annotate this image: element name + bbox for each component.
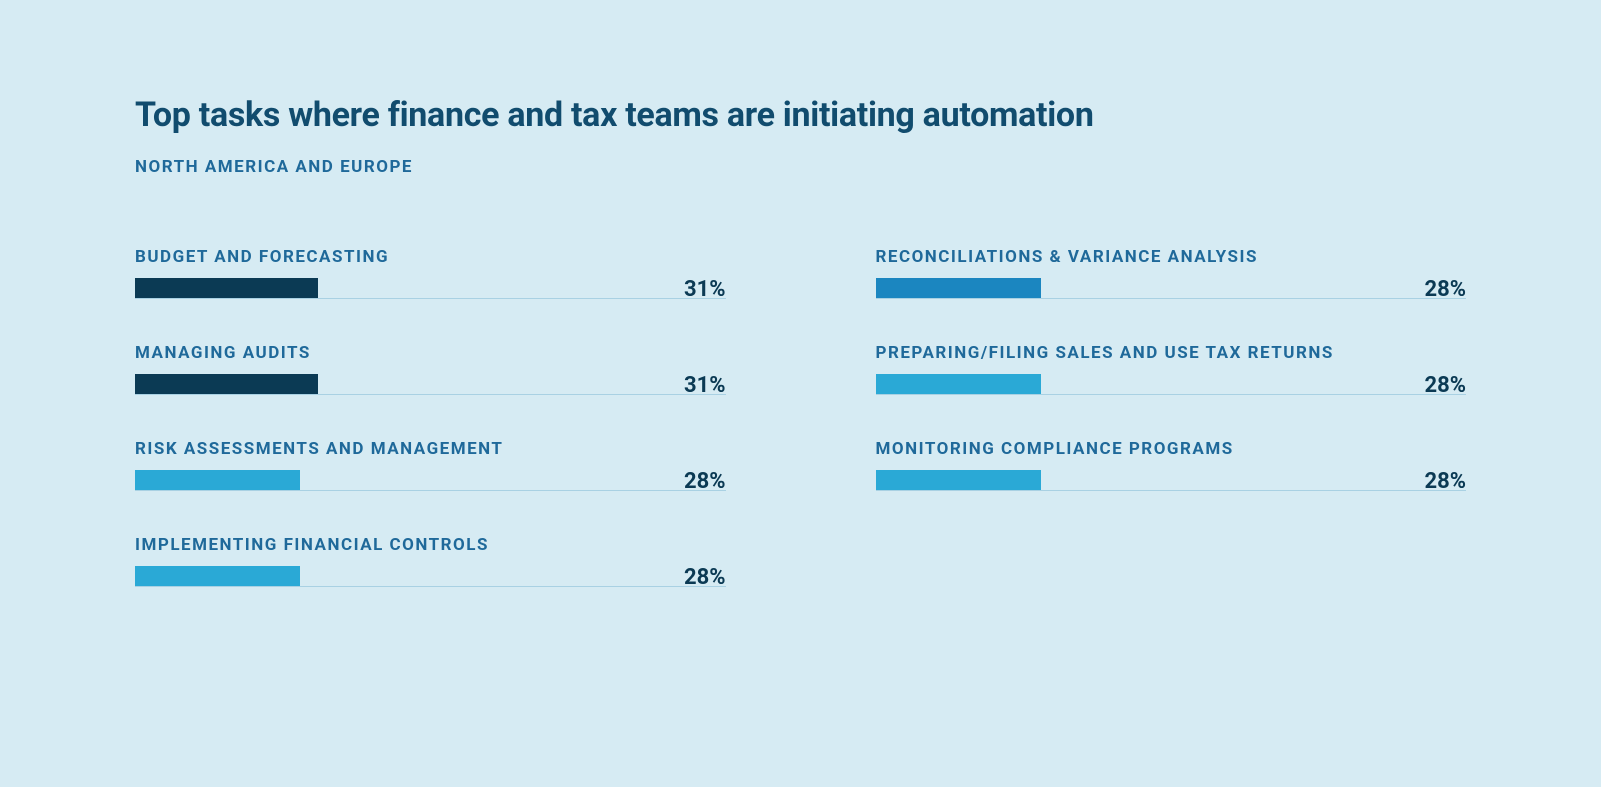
bar-item: MANAGING AUDITS 31% (135, 343, 726, 395)
bar-item: PREPARING/FILING SALES AND USE TAX RETUR… (876, 343, 1467, 395)
bar-item: RECONCILIATIONS & VARIANCE ANALYSIS 28% (876, 247, 1467, 299)
bar-fill (135, 374, 318, 394)
bar-fill (876, 374, 1041, 394)
bar-label: MANAGING AUDITS (135, 343, 726, 363)
bar-label: RISK ASSESSMENTS AND MANAGEMENT (135, 439, 726, 459)
bar-item: MONITORING COMPLIANCE PROGRAMS 28% (876, 439, 1467, 491)
bar-fill (135, 470, 300, 490)
chart-column: BUDGET AND FORECASTING31%MANAGING AUDITS… (135, 247, 726, 587)
chart-title: Top tasks where finance and tax teams ar… (135, 95, 1466, 135)
chart-page: Top tasks where finance and tax teams ar… (0, 0, 1601, 787)
bar-fill (135, 278, 318, 298)
bar-label: RECONCILIATIONS & VARIANCE ANALYSIS (876, 247, 1467, 267)
bar-row: 31% (135, 277, 726, 299)
bar-value: 31% (684, 277, 726, 302)
bar-row: 31% (135, 373, 726, 395)
bar-item: IMPLEMENTING FINANCIAL CONTROLS 28% (135, 535, 726, 587)
bar-row: 28% (876, 469, 1467, 491)
bar-value: 28% (684, 469, 726, 494)
bar-fill (135, 566, 300, 586)
bar-label: PREPARING/FILING SALES AND USE TAX RETUR… (876, 343, 1467, 363)
chart-columns: BUDGET AND FORECASTING31%MANAGING AUDITS… (135, 247, 1466, 587)
bar-value: 28% (1424, 373, 1466, 398)
bar-fill (876, 470, 1041, 490)
bar-value: 31% (684, 373, 726, 398)
bar-value: 28% (1424, 277, 1466, 302)
bar-row: 28% (876, 373, 1467, 395)
bar-label: IMPLEMENTING FINANCIAL CONTROLS (135, 535, 726, 555)
bar-row: 28% (135, 469, 726, 491)
bar-label: MONITORING COMPLIANCE PROGRAMS (876, 439, 1467, 459)
bar-value: 28% (684, 565, 726, 590)
bar-row: 28% (876, 277, 1467, 299)
bar-value: 28% (1424, 469, 1466, 494)
bar-row: 28% (135, 565, 726, 587)
bar-item: RISK ASSESSMENTS AND MANAGEMENT 28% (135, 439, 726, 491)
chart-column: RECONCILIATIONS & VARIANCE ANALYSIS 28% PR… (876, 247, 1467, 587)
chart-subtitle: NORTH AMERICA AND EUROPE (135, 157, 1466, 177)
bar-item: BUDGET AND FORECASTING 31% (135, 247, 726, 299)
bar-label: BUDGET AND FORECASTING (135, 247, 726, 267)
bar-fill (876, 278, 1041, 298)
